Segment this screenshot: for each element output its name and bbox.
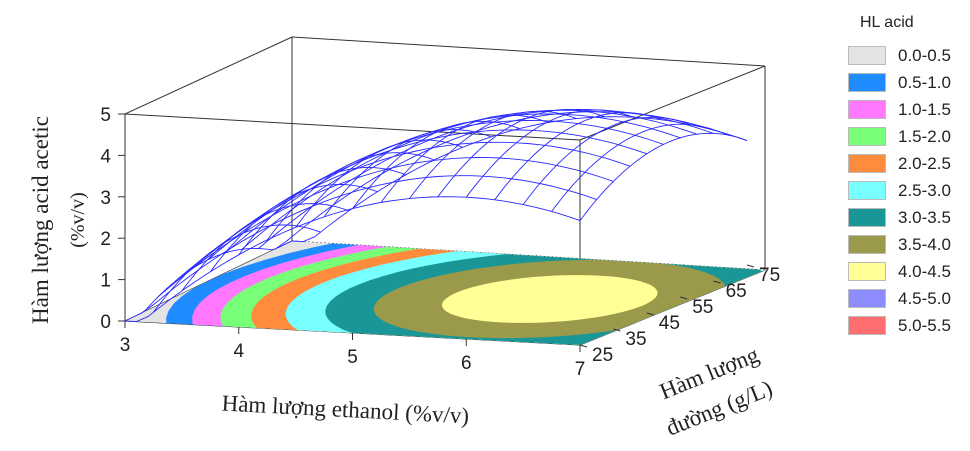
legend-items: 0.0-0.5 0.5-1.0 1.0-1.5 1.5-2.0 2.0-2.5 2.5-3… xyxy=(848,42,966,339)
legend-item: 1.5-2.0 xyxy=(848,123,966,150)
x-tick-label: 3 xyxy=(120,335,131,356)
mesh-line-x xyxy=(494,112,662,201)
y-tick-mark xyxy=(613,328,621,332)
mesh-line-x xyxy=(380,114,549,203)
y-tick-label: 55 xyxy=(692,297,713,318)
mesh-line-x xyxy=(522,116,691,205)
legend-item: 2.5-3.0 xyxy=(848,177,966,204)
y-tick-mark xyxy=(680,296,688,300)
mesh-line-y xyxy=(208,120,664,260)
legend-item: 0.0-0.5 xyxy=(848,42,966,69)
legend-item: 0.5-1.0 xyxy=(848,69,966,96)
legend-swatch xyxy=(848,46,886,65)
box-edge-top-left xyxy=(124,36,293,115)
mesh-line-y xyxy=(174,141,631,282)
legend-label: 1.0-1.5 xyxy=(898,99,951,119)
contour-band-8 xyxy=(442,275,658,323)
box-edge-top-right xyxy=(579,65,766,141)
y-tick-label: 45 xyxy=(659,313,680,334)
x-axis-label: Hàm lượng ethanol (%v/v) xyxy=(221,391,470,429)
legend-swatch xyxy=(848,235,886,254)
legend-item: 5.0-5.5 xyxy=(848,312,966,339)
y-tick-mark xyxy=(579,344,588,348)
x-axis-ticks: 3 4 5 6 7 xyxy=(120,321,586,380)
legend-label: 0.0-0.5 xyxy=(898,45,951,65)
legend-swatch xyxy=(848,73,886,92)
legend-swatch xyxy=(848,127,886,146)
z-tick-label: 0 xyxy=(100,312,111,333)
legend-swatch xyxy=(848,181,886,200)
x-tick-label: 6 xyxy=(461,353,472,374)
z-tick-label: 1 xyxy=(100,271,111,292)
legend-label: 4.0-4.5 xyxy=(898,261,951,281)
y-tick-mark xyxy=(746,264,755,268)
legend-label: 2.5-3.0 xyxy=(898,180,951,200)
legend-label: 3.5-4.0 xyxy=(898,234,951,254)
z-axis-label: Hàm lượng acid acetic xyxy=(28,116,53,324)
legend-title: HL acid xyxy=(860,14,914,31)
mesh-line-x xyxy=(551,123,719,212)
legend-label: 2.0-2.5 xyxy=(898,153,951,173)
x-tick-label: 5 xyxy=(347,347,358,368)
mesh-line-y xyxy=(141,175,597,314)
y-axis-ticks: 25 35 45 55 65 75 xyxy=(579,264,780,366)
legend-swatch xyxy=(848,154,886,173)
z-tick-label: 3 xyxy=(100,188,111,209)
y-tick-label: 35 xyxy=(625,329,646,350)
legend-swatch xyxy=(848,262,886,281)
legend-swatch xyxy=(848,289,886,308)
surface-mesh xyxy=(124,109,748,323)
y-tick-label: 65 xyxy=(726,281,747,302)
legend-swatch xyxy=(848,100,886,119)
legend-item: 3.5-4.0 xyxy=(848,231,966,258)
mesh-line-x xyxy=(409,110,577,199)
y-tick-label: 25 xyxy=(592,345,613,366)
z-tick-label: 4 xyxy=(100,146,111,167)
legend-item: 4.0-4.5 xyxy=(848,258,966,285)
legend-item: 2.0-2.5 xyxy=(848,150,966,177)
y-tick-mark xyxy=(713,280,721,284)
mesh-line-x xyxy=(579,132,748,221)
box-edge-top-front xyxy=(124,113,581,141)
mesh-line-y xyxy=(191,129,647,270)
x-tick-label: 7 xyxy=(575,359,586,380)
mesh-line-y xyxy=(224,113,681,254)
mesh-line-y xyxy=(241,109,698,250)
box-edge-top-back xyxy=(291,36,766,67)
mesh-line-y xyxy=(275,111,731,250)
mesh-line-y xyxy=(291,116,748,243)
legend-item: 1.0-1.5 xyxy=(848,96,966,123)
x-tick-label: 4 xyxy=(233,341,244,362)
legend-item: 4.5-5.0 xyxy=(848,285,966,312)
z-axis-label-unit: (%v/v) xyxy=(67,192,89,248)
legend-swatch xyxy=(848,316,886,335)
legend-label: 5.0-5.5 xyxy=(898,315,951,335)
y-tick-mark xyxy=(646,312,654,316)
legend-label: 1.5-2.0 xyxy=(898,126,951,146)
legend-item: 3.0-3.5 xyxy=(848,204,966,231)
legend-label: 4.5-5.0 xyxy=(898,288,951,308)
legend-label: 0.5-1.0 xyxy=(898,72,951,92)
legend-label: 3.0-3.5 xyxy=(898,207,951,227)
y-tick-label: 75 xyxy=(759,265,780,286)
z-tick-label: 5 xyxy=(100,105,111,126)
legend-swatch xyxy=(848,208,886,227)
z-axis-ticks: 0 1 2 3 4 5 xyxy=(100,105,125,333)
z-tick-label: 2 xyxy=(100,229,111,250)
legend: HL acid 0.0-0.5 0.5-1.0 1.0-1.5 1.5-2.0 2.0-… xyxy=(848,14,966,339)
